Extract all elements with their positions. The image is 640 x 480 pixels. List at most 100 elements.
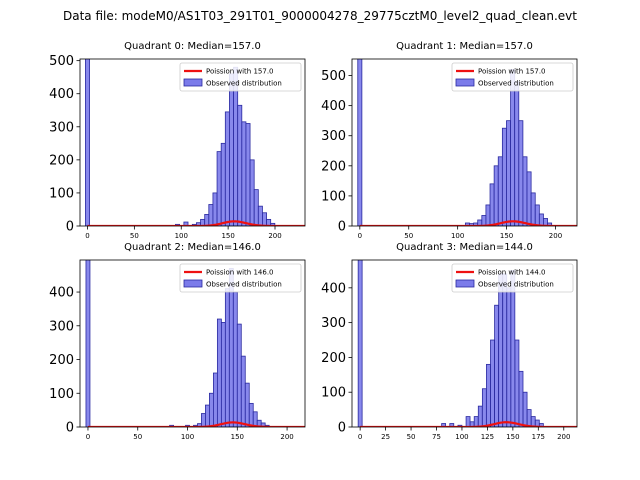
quadrant-2-x-tick-label: 100: [181, 433, 194, 441]
quadrant-3-histogram-bar: [486, 363, 491, 427]
quadrant-1-legend-poisson-label: Poission with 157.0: [478, 68, 546, 76]
quadrant-2-histogram-bar: [205, 404, 210, 427]
quadrant-0-y-tick-label: 100: [49, 186, 74, 201]
quadrant-2-histogram-bar: [220, 322, 226, 427]
quadrant-0-legend-observed-swatch: [183, 78, 203, 87]
quadrant-0-histogram-bar: [229, 73, 234, 226]
quadrant-2-panel: 0 100 200 300 400 0 50 100 150 200 Quadrant 2: Med…: [49, 242, 306, 441]
quadrant-1-histogram-bar: [481, 215, 487, 226]
quadrant-3-histogram-bar: [481, 388, 487, 427]
quadrant-3-legend-observed-swatch: [455, 279, 475, 288]
quadrant-0-x-tick-label: 50: [130, 232, 139, 240]
quadrant-0-histogram-bar: [208, 204, 214, 226]
quadrant-0-y-tick-label: 300: [49, 120, 74, 135]
quadrant-3-histogram-bar: [494, 304, 499, 427]
quadrant-1-y-tick-label: 0: [338, 220, 346, 235]
quadrant-0-x-tick-label: 150: [221, 232, 234, 240]
quadrant-3-histogram-bar: [502, 273, 508, 427]
quadrant-3-x-tick-label: 175: [532, 433, 545, 441]
quadrant-1-poisson-curve: [359, 220, 577, 226]
quadrant-2-histogram-bar: [252, 411, 258, 427]
quadrant-1-panel: 0 100 200 300 400 500 0 50 100 150 200 Quadrant 1: …: [321, 41, 578, 240]
quadrant-3-histogram-bar: [357, 260, 363, 427]
quadrant-0-histogram-bar: [270, 222, 276, 226]
quadrant-1-y-tick-label: 300: [321, 129, 346, 144]
quadrant-0-panel: 0 100 200 300 400 500 0 50 100 150 200 Quadrant 0: …: [49, 41, 306, 240]
quadrant-3-y-tick-label: 100: [321, 386, 346, 401]
quadrant-2-x-tick-label: 150: [231, 433, 244, 441]
quadrant-2-legend-box: [179, 263, 302, 293]
quadrant-1-histogram-bar: [522, 156, 528, 226]
quadrant-1-y-tick-label: 100: [321, 189, 346, 204]
quadrant-3-histogram-bar: [477, 405, 483, 427]
quadrant-0-histogram-bar: [212, 192, 218, 226]
quadrant-0-y-tick-label: 400: [49, 87, 74, 102]
quadrant-2-poisson-curve: [87, 421, 305, 427]
quadrant-3-x-tick-label: 75: [432, 433, 441, 441]
quadrant-3-histogram-bar: [514, 339, 520, 427]
quadrant-1-histogram-bar: [538, 213, 544, 226]
quadrant-3-legend-box: [451, 263, 574, 293]
quadrant-3-x-tick-label: 125: [481, 433, 494, 441]
quadrant-1-histogram-bar: [514, 81, 520, 226]
quadrant-1-title: Quadrant 1: Median=157.0: [396, 41, 533, 52]
quadrant-0-legend-poisson-label: Poission with 157.0: [206, 68, 274, 76]
quadrant-1-y-tick-label: 200: [321, 159, 346, 174]
quadrant-0-y-tick-label: 0: [66, 220, 74, 235]
quadrant-2-histogram-bar: [213, 372, 218, 427]
quadrant-3-legend: Poission with 144.0 Observed distribution: [451, 263, 574, 293]
quadrant-0-x-tick-label: 100: [175, 232, 188, 240]
quadrant-3-panel: 0 100 200 300 400 0 25 50 75 100 125 150 175 200 Quadr…: [321, 242, 578, 441]
quadrant-3-x-tick-label: 100: [455, 433, 468, 441]
quadrant-3-histogram-bar: [465, 416, 471, 427]
quadrant-1-x-tick-label: 0: [358, 232, 362, 240]
quadrant-3-y-tick-label: 200: [321, 351, 346, 366]
quadrant-1-x-tick-label: 50: [404, 232, 413, 240]
quadrant-1-histogram-bar: [518, 120, 524, 226]
quadrant-2-y-tick-label: 0: [66, 421, 74, 436]
quadrant-2-title: Quadrant 2: Median=146.0: [124, 242, 261, 253]
quadrant-0-x-tick-label: 200: [268, 232, 281, 240]
quadrant-0-histogram-bar: [85, 59, 90, 226]
quadrant-3-legend-observed-label: Observed distribution: [478, 281, 554, 289]
quadrant-1-histogram-bar: [506, 120, 511, 226]
quadrant-0-histogram-bar: [241, 121, 247, 226]
quadrant-3-histogram-bar: [510, 270, 516, 427]
quadrant-2-x-tick-label: 200: [280, 433, 293, 441]
quadrant-3-histogram-bar: [522, 391, 528, 427]
quadrant-1-x-tick-label: 200: [549, 232, 562, 240]
quadrant-2-histogram-bar: [244, 382, 250, 427]
quadrant-2-y-tick-label: 200: [49, 353, 74, 368]
quadrant-2-x-tick-label: 0: [86, 433, 90, 441]
quadrant-2-y-tick-label: 300: [49, 319, 74, 334]
quadrant-0-axes-frame: [79, 58, 306, 227]
quadrant-1-histogram-bar: [489, 183, 495, 226]
quadrant-0-histogram-bar: [220, 142, 226, 226]
quadrant-3-x-tick-label: 200: [557, 433, 570, 441]
quadrant-0-histogram-bar: [204, 214, 210, 226]
quadrant-2-histogram-bar: [209, 392, 214, 427]
quadrant-0-y-tick-label: 200: [49, 153, 74, 168]
quadrant-2-axes-frame: [79, 259, 306, 428]
quadrant-3-histogram-bar: [506, 287, 512, 427]
quadrant-1-legend-observed-swatch: [455, 78, 475, 87]
quadrant-0-histogram-bar: [224, 111, 230, 226]
quadrant-1-histogram-bar: [493, 165, 499, 226]
quadrant-3-y-tick-label: 300: [321, 316, 346, 331]
quadrant-1-histogram-bar: [510, 69, 516, 226]
quadrant-1-axes-frame: [351, 58, 578, 227]
quadrant-0-histogram-bar: [216, 151, 222, 226]
quadrant-0-legend: Poission with 157.0 Observed distribution: [179, 62, 302, 92]
quadrant-2-legend-poisson-label: Poission with 146.0: [206, 269, 274, 277]
quadrant-2-legend: Poission with 146.0 Observed distribution: [179, 263, 302, 293]
quadrant-1-histogram-bar: [497, 156, 503, 226]
quadrant-0-histogram-bar: [245, 123, 251, 226]
quadrant-1-legend-box: [451, 62, 574, 92]
quadrant-0-histogram-bar: [237, 104, 243, 226]
quadrant-1-histogram-bar: [485, 204, 491, 226]
quadrant-2-histogram-bar: [232, 291, 238, 427]
quadrant-1-y-tick-label: 400: [321, 99, 346, 114]
quadrant-1-histogram-bar: [357, 59, 363, 226]
quadrant-3-histogram-bar: [490, 339, 495, 427]
quadrant-2-y-tick-label: 100: [49, 387, 74, 402]
